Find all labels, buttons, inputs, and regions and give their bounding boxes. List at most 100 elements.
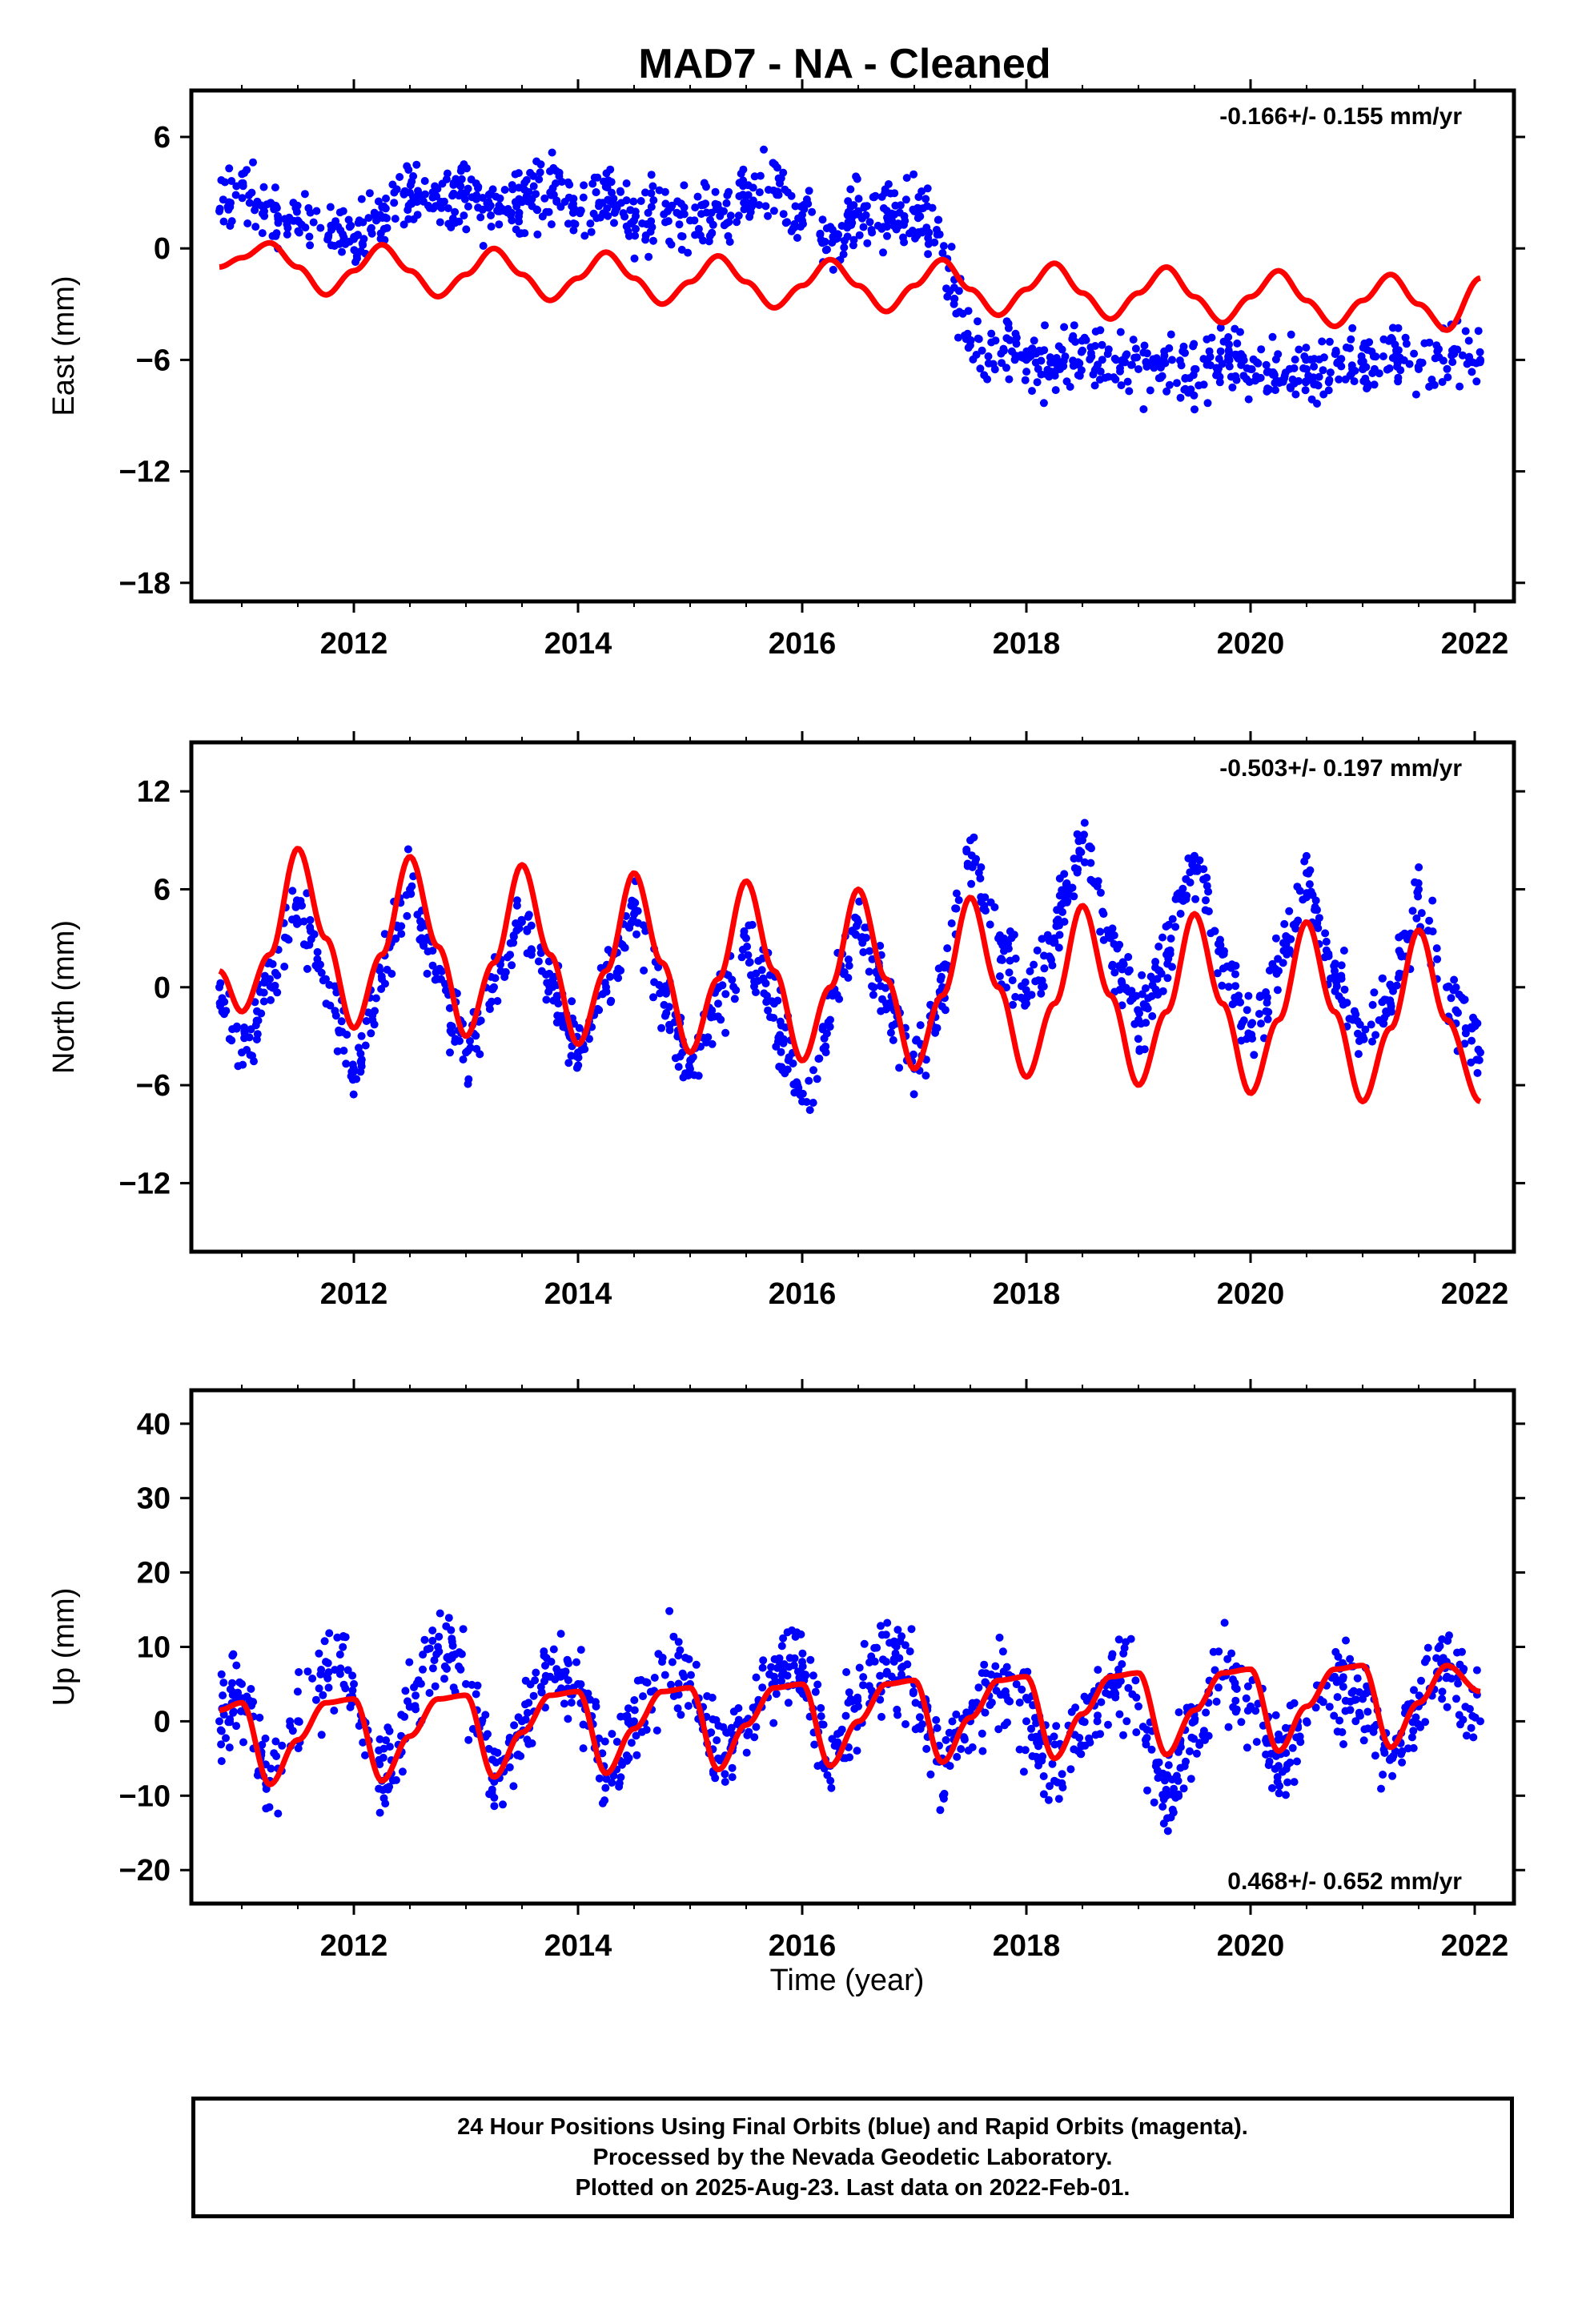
data-point [293,1687,302,1696]
data-point [462,1679,470,1688]
data-point [509,1782,518,1791]
data-point [350,1679,358,1688]
data-point [251,206,259,215]
data-point [794,1084,803,1092]
data-point [889,1035,897,1044]
data-point [656,989,665,998]
panel-up: 2012 2014 2016 2018 2020 2022403020100−10−20U… [47,1379,1525,1963]
data-point [1058,345,1066,354]
data-point [557,178,566,186]
data-point [1335,1716,1344,1725]
data-point [1086,842,1094,850]
data-point [387,970,396,978]
data-point [476,213,485,222]
data-point [1098,340,1106,349]
data-point [817,1703,825,1712]
data-point [294,1744,303,1753]
data-point [1151,958,1160,966]
data-point [859,1673,868,1682]
data-point [600,1796,609,1805]
data-point [552,196,561,205]
data-point [379,1794,388,1803]
data-point [1022,356,1030,364]
data-point [478,194,487,202]
data-point [1060,918,1069,926]
data-point [529,1691,538,1700]
data-point [446,1027,455,1035]
data-point [326,1001,335,1010]
data-point [574,1061,583,1070]
data-point [441,979,449,988]
data-point [359,218,367,227]
data-point [1202,896,1210,905]
data-point [783,1628,792,1637]
data-point [382,1736,391,1745]
data-point [1325,337,1334,346]
data-point [460,195,469,203]
data-point [1038,983,1046,991]
data-point [1135,1009,1143,1018]
data-point [779,1039,788,1047]
data-point [553,1669,562,1678]
data-point [459,1625,468,1634]
data-point [883,231,891,240]
data-point [744,181,753,190]
data-point [622,222,631,231]
data-point [909,1090,918,1099]
data-point [1379,1771,1387,1779]
data-point [870,1643,879,1652]
data-point [817,235,825,244]
data-point [353,254,361,263]
data-point [358,239,367,247]
data-point [742,198,750,207]
data-point [707,1728,716,1737]
data-point [549,1645,558,1654]
data-point [343,1666,352,1675]
data-point [219,1679,228,1687]
data-point [1268,1783,1276,1792]
data-point [728,1773,737,1782]
data-point [1231,993,1239,1002]
data-point [391,934,400,943]
data-point [648,223,656,231]
x-tick-label: 2018 [993,1277,1061,1311]
data-point [1233,339,1242,348]
data-point [1119,960,1128,969]
data-point [1363,345,1371,354]
data-point [1303,365,1311,373]
data-point [1337,362,1346,371]
data-point [1039,399,1048,408]
data-point [1026,967,1034,975]
data-point [763,991,771,1000]
data-point [1309,373,1318,382]
data-point [1428,896,1437,905]
data-point [790,1654,799,1663]
data-point [1117,381,1126,390]
data-point [1061,886,1070,895]
data-point [1423,927,1432,935]
data-point [1008,976,1017,985]
data-point [335,1651,344,1659]
data-point [464,202,472,211]
data-point [984,359,993,368]
data-point [375,966,384,975]
data-point [680,210,689,219]
data-point [544,957,553,966]
data-point [448,1642,457,1650]
data-point [243,219,252,227]
data-point [607,178,616,187]
data-point [313,955,322,963]
data-point [452,175,460,183]
data-point [435,1632,444,1641]
data-point [1365,338,1374,347]
data-point [776,1017,785,1026]
data-point [416,935,424,944]
data-point [608,188,616,197]
data-point [630,910,638,918]
data-point [1224,356,1232,364]
data-point [598,199,607,207]
data-point [1363,1707,1372,1716]
data-point [979,904,988,913]
x-tick-label: 2014 [544,1277,612,1311]
